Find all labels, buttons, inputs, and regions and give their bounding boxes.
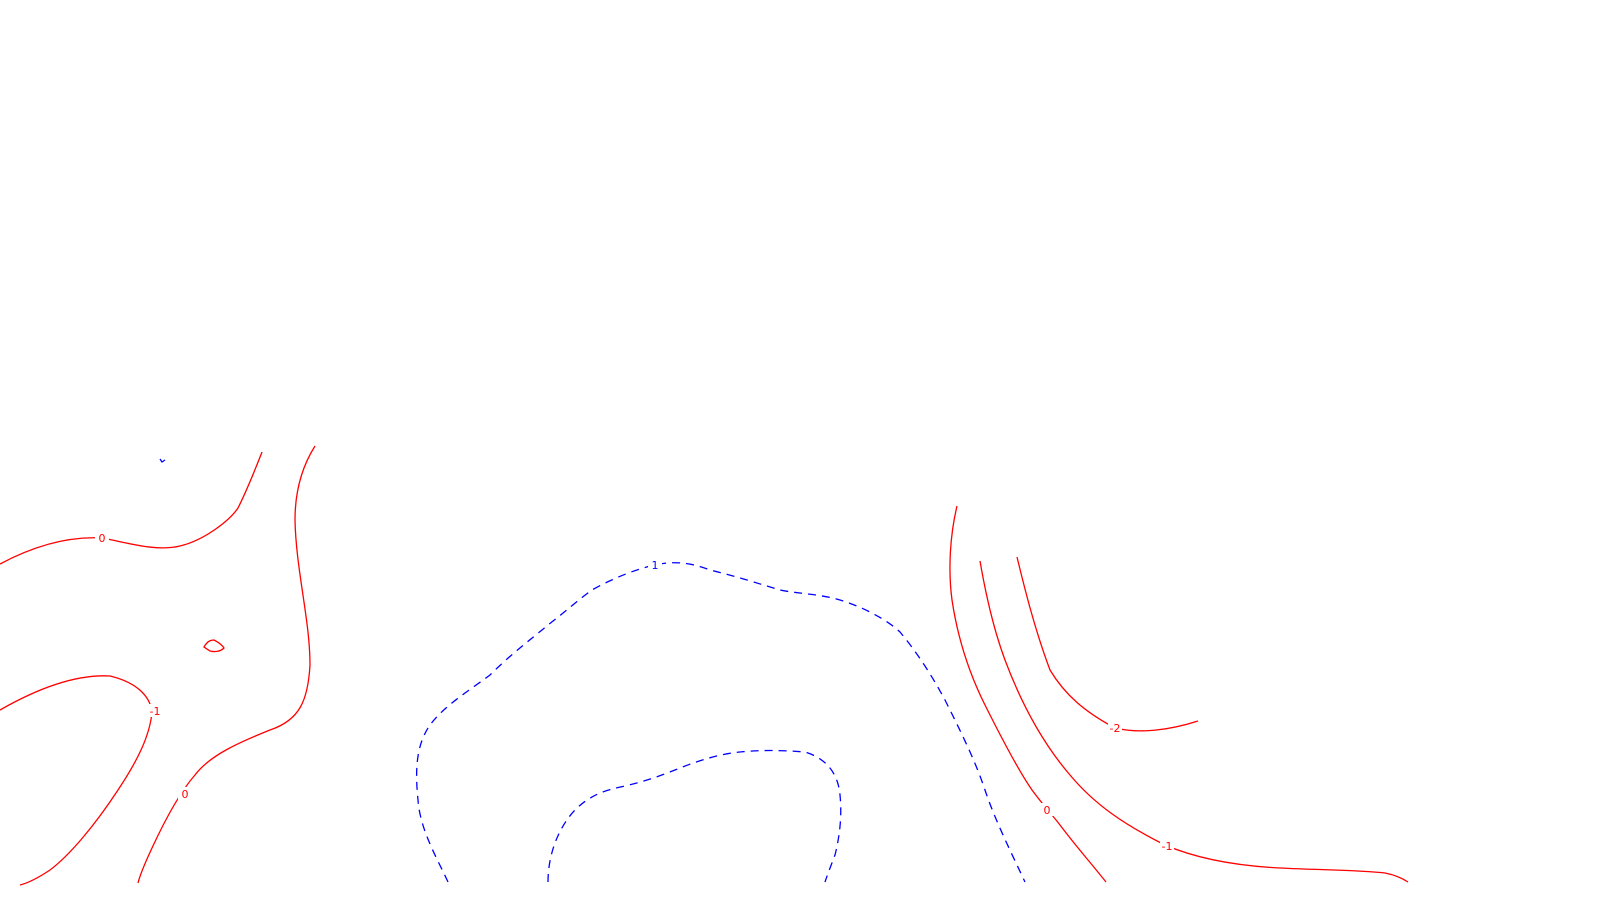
- contour-label-bg-c0-left-lower: [178, 787, 192, 800]
- contour-label-bg-c0-right: [1040, 803, 1054, 816]
- contour-line-small-fragment: [159, 458, 166, 463]
- contour-line-small-loop: [203, 639, 225, 653]
- contour-label-bg-c2-right: [1108, 721, 1122, 734]
- contour-line-c2-center-inner: [547, 749, 842, 883]
- contour-lines: [0, 445, 1409, 886]
- contour-line-c1-left: [0, 675, 153, 886]
- contour-line-c0-right: [949, 505, 1107, 883]
- contour-label-c1-center: 1: [652, 559, 659, 572]
- contour-label-c2-right: -2: [1110, 722, 1121, 735]
- contour-line-c0-left-lower: [137, 445, 316, 884]
- contour-label-c1-left: -1: [150, 705, 161, 718]
- contour-label-c0-left: 0: [99, 532, 106, 545]
- contour-label-bg-c1-center: [648, 558, 662, 571]
- contour-line-c2-right: [1016, 556, 1199, 732]
- contour-line-c1-center: [416, 562, 1026, 883]
- contour-label-bg-c1-right: [1160, 839, 1174, 852]
- contour-labels: 0 -1 0 1 0 -1 -2: [95, 531, 1174, 853]
- contour-label-bg-c0-left: [95, 531, 109, 544]
- contour-label-bg-c1-left: [148, 704, 162, 717]
- contour-label-c1-right: -1: [1162, 840, 1173, 853]
- contour-label-c0-left-lower: 0: [182, 788, 189, 801]
- contour-line-c0-left: [0, 451, 263, 565]
- contour-label-c0-right: 0: [1044, 804, 1051, 817]
- contour-line-c1-right: [979, 560, 1409, 883]
